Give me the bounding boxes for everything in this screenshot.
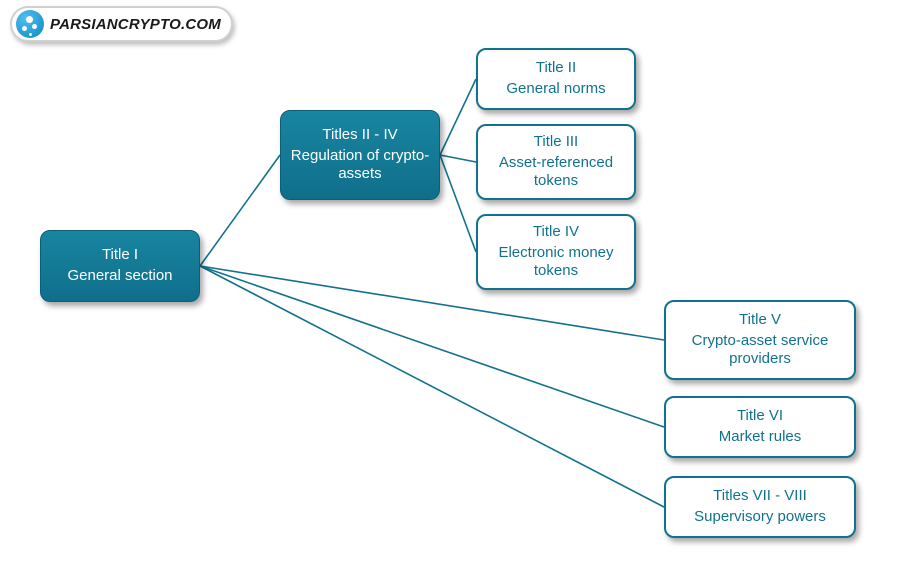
edge-root-t6	[200, 266, 664, 427]
brand-logo: PARSIANCRYPTO.COM	[10, 6, 233, 42]
node-title: Titles VII - VIII	[713, 487, 807, 506]
node-subtitle: Supervisory powers	[694, 508, 826, 527]
node-t5: Title V Crypto-asset service providers	[664, 300, 856, 380]
node-t7: Titles VII - VIII Supervisory powers	[664, 476, 856, 538]
edge-grp-t4	[440, 155, 476, 252]
node-title: Title II	[536, 59, 576, 78]
node-title: Title I	[102, 246, 138, 265]
node-subtitle: General section	[67, 267, 172, 286]
brand-text: PARSIANCRYPTO.COM	[50, 16, 221, 33]
edge-root-t7	[200, 266, 664, 507]
edge-root-grp	[200, 155, 280, 266]
edge-grp-t3	[440, 155, 476, 162]
node-subtitle: General norms	[506, 80, 605, 99]
node-subtitle: Asset-referenced tokens	[486, 154, 626, 192]
node-root: Title I General section	[40, 230, 200, 302]
node-title: Titles II - IV	[322, 126, 397, 145]
node-grp: Titles II - IV Regulation of crypto-asset…	[280, 110, 440, 200]
node-subtitle: Market rules	[719, 428, 802, 447]
node-subtitle: Crypto-asset service providers	[674, 332, 846, 370]
node-subtitle: Electronic money tokens	[486, 244, 626, 282]
node-title: Title VI	[737, 407, 783, 426]
node-t2: Title II General norms	[476, 48, 636, 110]
node-title: Title III	[534, 133, 578, 152]
node-title: Title IV	[533, 223, 579, 242]
node-t3: Title III Asset-referenced tokens	[476, 124, 636, 200]
brand-icon	[16, 10, 44, 38]
edge-grp-t2	[440, 79, 476, 155]
node-t6: Title VI Market rules	[664, 396, 856, 458]
node-t4: Title IV Electronic money tokens	[476, 214, 636, 290]
node-title: Title V	[739, 311, 781, 330]
node-subtitle: Regulation of crypto-assets	[289, 147, 431, 185]
